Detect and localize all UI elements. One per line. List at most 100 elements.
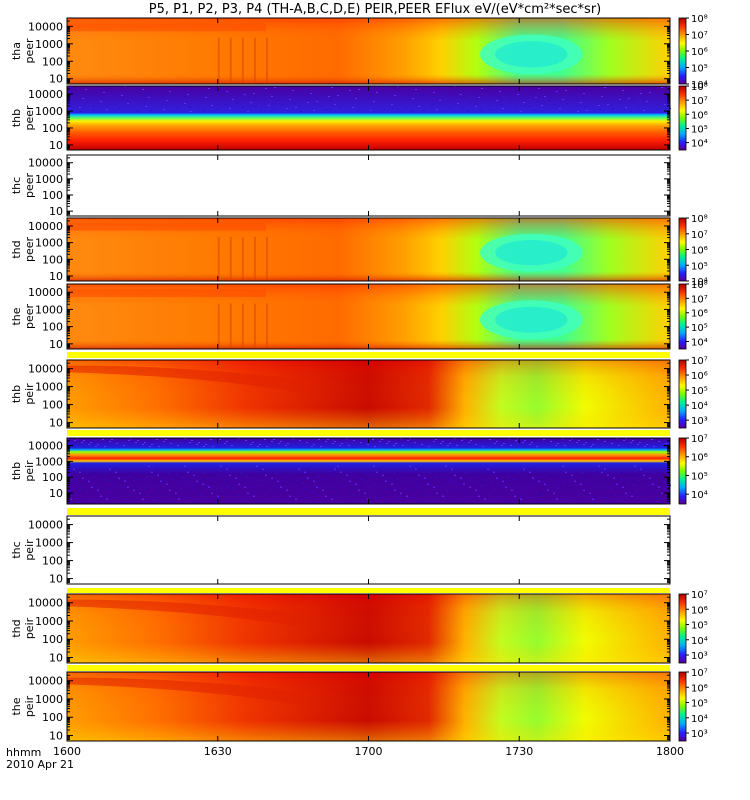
noise (522, 98, 524, 99)
noise (551, 467, 553, 469)
noise (281, 104, 283, 105)
panel-thc-peer: 10 100 1000 10000 thc peer (10, 154, 671, 218)
noise (564, 445, 566, 446)
noise (594, 487, 596, 489)
noise (611, 488, 613, 490)
panel-ylabel: peer (23, 173, 36, 199)
noise (276, 100, 278, 101)
noise (465, 472, 467, 474)
noise (612, 469, 614, 471)
noise (113, 100, 115, 101)
noise (564, 490, 566, 492)
noise (98, 88, 100, 89)
noise (499, 91, 501, 92)
noise (532, 477, 534, 479)
noise (182, 476, 184, 478)
noise (144, 487, 146, 489)
noise (470, 102, 472, 103)
panel-ylabel: peir (23, 617, 36, 639)
noise (444, 104, 446, 105)
noise (266, 482, 268, 484)
noise (221, 87, 223, 88)
noise (108, 487, 110, 489)
y-tick-label: 10000 (28, 88, 63, 101)
noise (604, 87, 606, 88)
noise (585, 478, 587, 480)
noise (552, 484, 554, 486)
noise (389, 91, 391, 92)
noise (279, 91, 281, 92)
noise (129, 475, 131, 477)
noise (287, 470, 289, 472)
noise (275, 491, 277, 493)
noise (515, 107, 517, 108)
noise (512, 470, 514, 472)
noise (425, 494, 427, 496)
noise (68, 473, 70, 475)
x-tick-label: 1600 (53, 745, 81, 758)
noise (522, 442, 524, 443)
noise (302, 482, 304, 484)
noise (327, 439, 329, 440)
noise (524, 476, 526, 478)
noise (502, 480, 504, 482)
noise (140, 473, 142, 475)
colorbar-tick-label: 10⁶ (691, 605, 708, 616)
noise (583, 444, 585, 445)
noise (206, 497, 208, 499)
noise (305, 89, 307, 90)
noise (82, 477, 84, 479)
noise (99, 478, 101, 480)
striation (241, 37, 244, 84)
noise (264, 493, 266, 495)
noise (231, 445, 233, 446)
noise (413, 102, 415, 103)
noise (513, 478, 515, 480)
noise (471, 475, 473, 477)
noise (642, 493, 644, 495)
noise (381, 96, 383, 97)
noise (212, 446, 214, 447)
striation (217, 303, 220, 349)
noise (475, 106, 477, 107)
noise (216, 487, 218, 489)
noise (142, 89, 144, 90)
noise (405, 487, 407, 489)
colorbar-tick-label: 10³ (691, 416, 708, 427)
noise (84, 466, 86, 468)
noise (620, 497, 622, 499)
noise (504, 469, 506, 471)
noise (271, 477, 273, 479)
noise (429, 472, 431, 474)
y-tick-label: 10 (49, 73, 63, 86)
noise (106, 498, 108, 500)
noise (285, 481, 287, 483)
noise (135, 98, 137, 99)
noise (661, 87, 663, 88)
noise (91, 486, 93, 488)
noise (643, 474, 645, 476)
noise (224, 104, 226, 105)
noise (645, 499, 647, 501)
flux-core-inner (495, 306, 568, 333)
noise (217, 495, 219, 497)
noise (575, 98, 577, 99)
noise (93, 110, 95, 111)
noise (127, 103, 129, 104)
colorbar-tick-label: 10⁴ (691, 401, 708, 412)
noise (447, 95, 449, 96)
noise (536, 491, 538, 493)
striation (241, 236, 244, 281)
noise (462, 107, 464, 108)
noise (413, 479, 415, 481)
noise (489, 109, 491, 110)
noise (200, 494, 202, 496)
striation (229, 303, 232, 349)
colorbar-tick-label: 10⁶ (691, 371, 708, 382)
noise (138, 484, 140, 486)
noise (593, 470, 595, 472)
noise (452, 99, 454, 100)
noise (324, 478, 326, 480)
noise (364, 492, 366, 494)
noise (245, 98, 247, 99)
